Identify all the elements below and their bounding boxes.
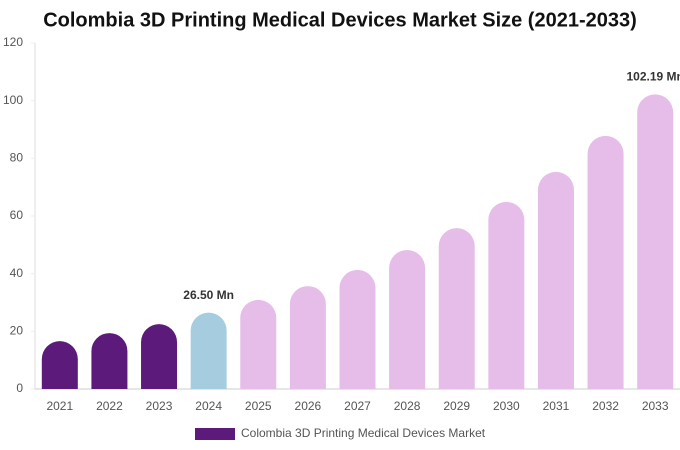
bar [190, 312, 227, 389]
x-tick-label: 2021 [46, 399, 73, 413]
x-tick-label: 2029 [443, 399, 470, 413]
x-tick-label: 2032 [592, 399, 619, 413]
bar [141, 324, 178, 389]
x-tick-label: 2033 [642, 399, 669, 413]
bar [438, 228, 475, 389]
x-tick-label: 2026 [295, 399, 322, 413]
x-tick-label: 2025 [245, 399, 272, 413]
legend-label: Colombia 3D Printing Medical Devices Mar… [241, 426, 486, 440]
bar [389, 250, 426, 389]
x-tick-label: 2030 [493, 399, 520, 413]
bar [41, 341, 78, 389]
x-tick-label: 2022 [96, 399, 123, 413]
bar [289, 286, 326, 389]
bar [240, 299, 277, 389]
x-tick-label: 2027 [344, 399, 371, 413]
x-tick-label: 2023 [146, 399, 173, 413]
x-tick-label: 2031 [543, 399, 570, 413]
bar [587, 135, 624, 389]
y-tick-label: 80 [10, 151, 24, 165]
chart-title: Colombia 3D Printing Medical Devices Mar… [43, 9, 637, 31]
bar [488, 201, 525, 389]
y-tick-label: 20 [10, 324, 24, 338]
bar [637, 94, 674, 389]
bar [91, 333, 128, 389]
y-tick-label: 120 [3, 35, 23, 49]
y-tick-label: 60 [10, 208, 24, 222]
x-tick-label: 2028 [394, 399, 421, 413]
bar [537, 171, 574, 389]
bar [339, 269, 376, 389]
y-tick-label: 40 [10, 266, 24, 280]
legend-swatch [195, 428, 235, 440]
value-label: 26.50 Mn [183, 288, 234, 302]
y-tick-label: 0 [16, 381, 23, 395]
x-tick-label: 2024 [195, 399, 222, 413]
y-tick-label: 100 [3, 93, 23, 107]
value-label: 102.19 Mn [627, 70, 680, 84]
